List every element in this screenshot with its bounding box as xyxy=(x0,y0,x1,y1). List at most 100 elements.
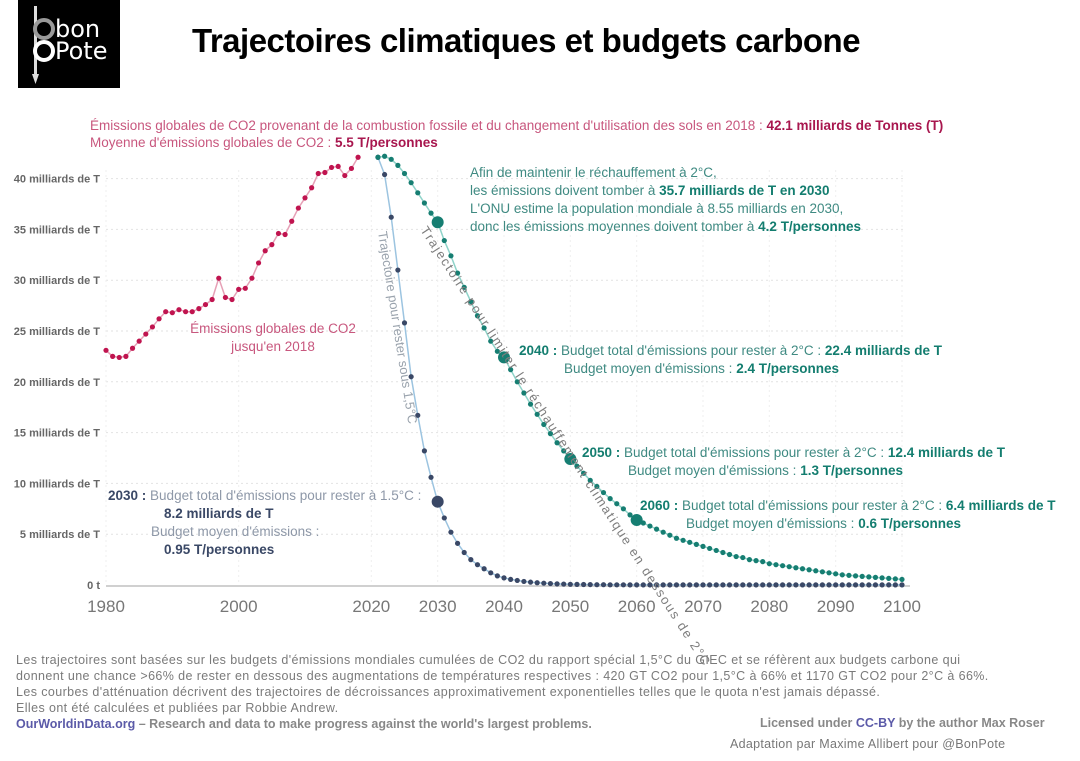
data-point xyxy=(169,310,175,316)
data-point xyxy=(826,570,832,576)
header-note-value: 5.5 T/personnes xyxy=(334,135,438,150)
data-point xyxy=(806,567,812,573)
page-title: Trajectoires climatiques et budgets carb… xyxy=(192,22,861,59)
annotation-year: 2050 : xyxy=(582,445,621,460)
data-point xyxy=(428,210,434,216)
data-point xyxy=(541,421,547,428)
annotation-line: Budget moyen d'émissions : xyxy=(151,524,320,539)
data-point xyxy=(202,301,209,308)
data-point xyxy=(156,316,162,322)
data-point xyxy=(872,582,879,588)
annotation-value: 12.4 milliards de T xyxy=(887,445,1005,460)
data-point xyxy=(474,313,481,319)
data-point xyxy=(846,582,852,588)
data-point xyxy=(561,448,567,454)
data-point xyxy=(780,563,786,569)
data-point xyxy=(653,582,660,588)
data-point xyxy=(819,582,826,588)
data-point xyxy=(773,562,779,568)
annotation-line: Budget total d'émissions pour rester à 2… xyxy=(682,498,943,513)
x-tick-label: 1980 xyxy=(87,597,125,616)
highlight-point xyxy=(498,351,510,364)
data-point xyxy=(269,242,275,248)
data-point xyxy=(401,320,408,326)
annotation-value: 8.2 milliards de T xyxy=(164,506,274,521)
data-point xyxy=(421,200,427,206)
y-tick-label: 40 milliards de T xyxy=(14,174,100,186)
data-point xyxy=(255,260,262,266)
annotation-2040: 2040 : Budget total d'émissions pour res… xyxy=(519,342,942,378)
data-point xyxy=(813,582,819,588)
annotation-value: 4.2 T/personnes xyxy=(758,219,861,234)
data-point xyxy=(468,298,474,305)
header-note-emissions-2018: Émissions globales de CO2 provenant de l… xyxy=(90,117,943,135)
data-point xyxy=(441,515,447,521)
data-point xyxy=(899,576,905,583)
data-point xyxy=(839,582,845,588)
footer-line: Les trajectoires sont basées sur les bud… xyxy=(16,653,961,667)
data-point xyxy=(514,379,520,385)
data-point xyxy=(859,582,865,588)
annotation-2060: 2060 : Budget total d'émissions pour res… xyxy=(640,497,1055,533)
annotation-value: 0.95 T/personnes xyxy=(164,542,275,557)
annotation-line: L'ONU estime la population mondiale à 8.… xyxy=(470,201,844,216)
owid-link[interactable]: OurWorldinData.org xyxy=(16,717,136,731)
data-point xyxy=(799,582,806,588)
annotation-year: 2060 : xyxy=(640,498,679,513)
data-point xyxy=(859,573,865,579)
highlight-point xyxy=(564,453,577,466)
data-point xyxy=(348,165,355,172)
footer-line: Les courbes d'atténuation décrivent des … xyxy=(16,685,881,699)
curve-1-5-label: Trajectoire pour rester sous 1,5°C xyxy=(375,230,420,425)
y-tick-label: 15 milliards de T xyxy=(14,428,100,440)
data-point xyxy=(388,156,394,162)
data-point xyxy=(196,306,202,312)
x-tick-label: 2080 xyxy=(750,597,788,616)
data-point xyxy=(826,582,832,588)
data-point xyxy=(116,354,122,361)
data-point xyxy=(766,561,772,567)
license-link[interactable]: CC-BY xyxy=(855,716,896,730)
data-point xyxy=(295,205,301,211)
data-point xyxy=(415,412,421,418)
x-tick-label: 2030 xyxy=(419,597,457,616)
license-credit: Licensed under CC-BY by the author Max R… xyxy=(760,716,1045,730)
annotation-line: Budget moyen d'émissions : xyxy=(564,361,733,376)
data-point xyxy=(793,565,799,571)
data-point xyxy=(488,570,494,576)
data-point xyxy=(833,571,839,577)
data-point xyxy=(242,285,248,291)
data-point xyxy=(680,537,686,543)
data-point xyxy=(143,331,149,337)
highlight-point xyxy=(630,513,643,526)
data-point xyxy=(753,582,759,588)
data-point xyxy=(335,163,341,170)
data-point xyxy=(740,582,746,588)
owid-credit: OurWorldinData.org – Research and data t… xyxy=(16,717,592,731)
data-point xyxy=(872,574,879,580)
data-point xyxy=(813,568,819,574)
data-point xyxy=(461,549,467,556)
data-point xyxy=(899,582,905,588)
data-point xyxy=(561,581,567,587)
data-point xyxy=(713,582,719,588)
data-point xyxy=(514,577,520,584)
data-point xyxy=(468,557,474,563)
x-tick-label: 2000 xyxy=(220,597,258,616)
bonpote-logo: bon Pote xyxy=(18,0,120,88)
annotation-line: Budget moyen d'émissions : xyxy=(686,516,855,531)
data-point xyxy=(693,541,699,547)
data-point xyxy=(508,367,514,373)
annotation-value: 0.6 T/personnes xyxy=(858,516,961,531)
x-tick-label: 2040 xyxy=(485,597,523,616)
data-point xyxy=(183,309,189,315)
data-point xyxy=(448,253,454,259)
annotation-line: Budget total d'émissions pour rester à 2… xyxy=(561,343,822,358)
header-note-text: Moyenne d'émissions globales de CO2 : xyxy=(90,135,332,150)
data-point xyxy=(249,275,255,281)
data-point xyxy=(607,496,613,502)
adaptation-credit: Adaptation par Maxime Allibert pour @Bon… xyxy=(730,737,1006,751)
data-point xyxy=(375,154,381,160)
data-point xyxy=(600,582,607,588)
